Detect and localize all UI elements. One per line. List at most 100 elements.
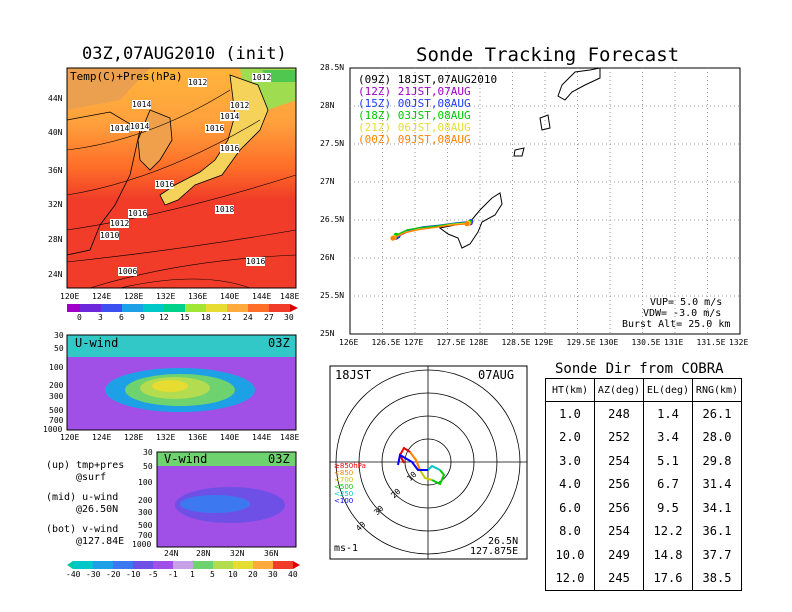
x-tick-label: 131E [664,338,684,347]
isobar-label: 1016 [246,257,266,266]
colorbar-label: 1 [190,570,195,579]
legend-up: (up) tmp+pres [46,460,125,471]
x-tick-label: 129E [534,338,554,347]
legend-mid: (mid) u-wind [46,492,119,503]
legend-code: (15Z) [358,97,392,110]
legend-time: 09JST,08AUG [397,133,471,146]
pres-label: 300 [138,508,153,517]
lat-label: 44N [48,94,63,103]
pres-legend-entry: <500 [334,483,354,491]
table-cell: 31.4 [692,472,742,496]
x-tick-label: 128.5E [501,338,531,347]
x-tick-label: 127.5E [436,338,466,347]
pres-legend-entry: ≥850hPa [334,462,366,470]
x-tick-label: 126.5E [371,338,401,347]
colorbar-label: -20 [106,570,121,579]
lon-label: 136E [188,433,208,442]
legend-code: (12Z) [358,85,392,98]
param-burst: Burst Alt= 25.0 km [622,319,731,330]
table-row: 10.0 249 14.8 37.7 [545,543,742,567]
lon-label: 132E [156,292,176,301]
y-tick-label: 27N [320,177,335,186]
legend-mid2: @26.50N [76,504,119,515]
colorbar-label: 30 [268,570,278,579]
lat-label: 24N [48,270,63,279]
table-cell: 5.1 [643,449,693,473]
table-cell: 37.7 [692,543,742,567]
legend-time: 00JST,08AUG [397,97,471,110]
track-series-line [392,223,468,239]
legend-entry: (09Z) 18JST,07AUG2010 [358,73,497,86]
uwind-time: 03Z [268,336,290,350]
colorbar-label: -1 [168,570,178,579]
table-cell: 3.0 [545,449,595,473]
legend-entry: (12Z) 21JST,07AUG [358,85,471,98]
lat-label: 32N [48,200,63,209]
lat-label: 32N [230,549,245,558]
param-vdw: VDW= -3.0 m/s [643,308,722,319]
y-tick-label: 28N [320,101,335,110]
track-end-point [464,221,470,227]
pres-label: 500 [49,406,64,415]
table-cell: 17.6 [643,566,693,591]
vwind-label: V-wind [164,452,208,466]
table-header-row: HT(km) AZ(deg) EL(deg) RNG(km) [545,378,742,402]
colorbar-label: 10 [228,570,238,579]
table-cell: 12.2 [643,519,693,543]
table-cell: 10.0 [545,543,595,567]
colorbar-label: 6 [119,313,124,322]
table-cell: 245 [594,566,644,591]
colorbar-label: -30 [86,570,101,579]
colorbar-label: 0 [77,313,82,322]
legend-bot2: @127.84E [76,536,125,547]
colorbar-label: 18 [201,313,211,322]
pres-legend-entry: <250 [334,490,354,498]
pres-label: 30 [143,448,153,457]
pres-label: 30 [54,331,64,340]
table-cell: 1.0 [545,401,595,426]
lon-label: 124E [92,433,112,442]
colorbar-label: 5 [210,570,215,579]
lon-label: 128E [124,433,144,442]
legend-code: (18Z) [358,109,392,122]
uwind-crosssection [66,334,297,431]
pres-label: 100 [138,478,153,487]
header-cell: HT(km) [545,378,595,402]
table-cell: 6.0 [545,496,595,520]
param-vup: VUP= 5.0 m/s [650,297,723,308]
table-cell: 254 [594,449,644,473]
table-cell: 26.1 [692,401,742,426]
legend-entry: (21Z) 06JST,08AUG [358,121,471,134]
colorbar-label: 12 [159,313,169,322]
colorbar-label: 24 [243,313,253,322]
lon-label: 120E [60,292,80,301]
legend-time: 06JST,08AUG [397,121,471,134]
y-tick-label: 27.5N [320,139,345,148]
colorbar-label: 3 [98,313,103,322]
isobar-label: 1014 [220,112,240,121]
isobar-label: 1014 [132,100,152,109]
map-colorbar [67,304,298,312]
table-cell: 249 [594,543,644,567]
table-cell: 252 [594,425,644,449]
hodograph-trace [397,446,446,486]
x-tick-label: 128E [469,338,489,347]
table-cell: 256 [594,496,644,520]
lon-label: 140E [220,292,240,301]
uwind-label: U-wind [75,336,119,350]
isobar-label: 1016 [220,144,240,153]
hodo-time: 18JST [335,368,372,382]
x-tick-label: 129.5E [566,338,596,347]
table-cell: 12.0 [545,566,595,591]
pres-label: 500 [138,521,153,530]
table-cell: 38.5 [692,566,742,591]
isobar-label: 1010 [100,231,120,240]
map-subtitle: Temp(C)+Pres(hPa) [70,70,183,83]
legend-up2: @surf [76,472,107,483]
isobar-label: 1016 [155,180,175,189]
lon-label: 136E [188,292,208,301]
lat-label: 36N [264,549,279,558]
table-row: 3.0 254 5.1 29.8 [545,449,742,473]
legend-code: (09Z) [358,73,392,86]
